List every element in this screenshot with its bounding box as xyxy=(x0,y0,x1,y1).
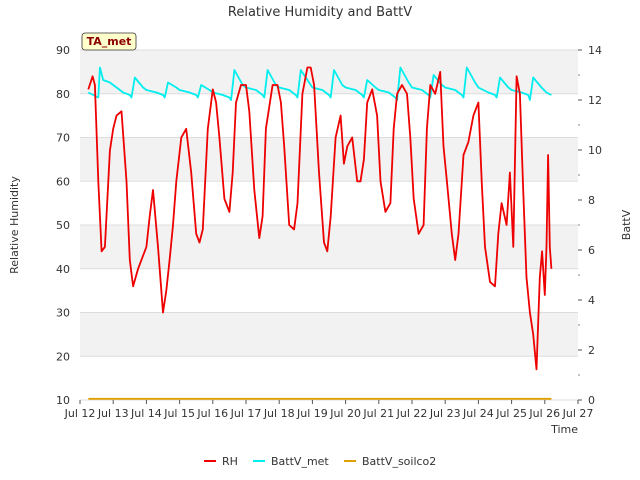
x-tick-label: Jul 14 xyxy=(130,407,162,420)
x-tick-label: Jul 19 xyxy=(296,407,328,420)
y-tick-label: 10 xyxy=(56,394,70,407)
x-tick-label: Jul 23 xyxy=(429,407,461,420)
legend-label: RH xyxy=(222,455,238,468)
y2-tick-label: 2 xyxy=(588,344,595,357)
y-axis-right: 0 2 4 6 8 10 12 14 xyxy=(578,44,602,407)
x-axis-title: Time xyxy=(550,423,578,436)
x-tick-label: Jul 24 xyxy=(462,407,494,420)
y2-tick-label: 12 xyxy=(588,94,602,107)
x-tick-label: Jul 27 xyxy=(562,407,594,420)
y2-axis-title: BattV xyxy=(620,209,633,240)
y-tick-label: 50 xyxy=(56,219,70,232)
legend-item-battv-met: BattV_met xyxy=(253,455,329,468)
y-tick-label: 70 xyxy=(56,132,70,145)
chart-title: Relative Humidity and BattV xyxy=(228,5,412,20)
x-tick-label: Jul 17 xyxy=(230,407,262,420)
y2-tick-label: 4 xyxy=(588,294,595,307)
y-tick-label: 80 xyxy=(56,88,70,101)
x-axis: Jul 12 Jul 13 Jul 14 Jul 15 Jul 16 Jul 17 Jul … xyxy=(64,400,594,420)
station-label: TA_met xyxy=(87,35,132,48)
x-tick-label: Jul 13 xyxy=(97,407,129,420)
y2-tick-label: 10 xyxy=(588,144,602,157)
x-tick-label: Jul 21 xyxy=(362,407,394,420)
plot-series xyxy=(87,66,553,400)
y-axis-title: Relative Humidity xyxy=(8,176,21,274)
grid-band xyxy=(80,137,578,182)
y-tick-label: 40 xyxy=(56,263,70,276)
y2-tick-label: 6 xyxy=(588,244,595,257)
x-tick-label: Jul 20 xyxy=(329,407,361,420)
station-label-box: TA_met xyxy=(81,32,137,51)
grid-band xyxy=(80,50,578,94)
series-line-battv-met xyxy=(87,66,552,101)
x-tick-label: Jul 15 xyxy=(163,407,195,420)
y2-tick-label: 0 xyxy=(588,394,595,407)
x-tick-label: Jul 25 xyxy=(495,407,527,420)
legend: RH BattV_met BattV_soilco2 xyxy=(204,455,436,468)
legend-label: BattV_soilco2 xyxy=(362,455,436,468)
x-tick-label: Jul 16 xyxy=(196,407,228,420)
x-tick-label: Jul 22 xyxy=(396,407,428,420)
legend-item-battv-soilco2: BattV_soilco2 xyxy=(344,455,436,468)
legend-item-rh: RH xyxy=(204,455,238,468)
grid-lines xyxy=(80,49,578,401)
x-tick-label: Jul 18 xyxy=(263,407,295,420)
y2-tick-label: 8 xyxy=(588,194,595,207)
x-tick-label: Jul 26 xyxy=(528,407,560,420)
y-tick-label: 20 xyxy=(56,350,70,363)
y-tick-label: 90 xyxy=(56,44,70,57)
legend-label: BattV_met xyxy=(271,455,329,468)
grid-band xyxy=(80,312,578,357)
y-axis-left: 10 20 30 40 50 60 70 80 90 xyxy=(56,44,70,407)
x-tick-label: Jul 12 xyxy=(64,407,96,420)
series-line-rh xyxy=(87,66,553,371)
y-tick-label: 30 xyxy=(56,307,70,320)
y-tick-label: 60 xyxy=(56,175,70,188)
y2-tick-label: 14 xyxy=(588,44,602,57)
